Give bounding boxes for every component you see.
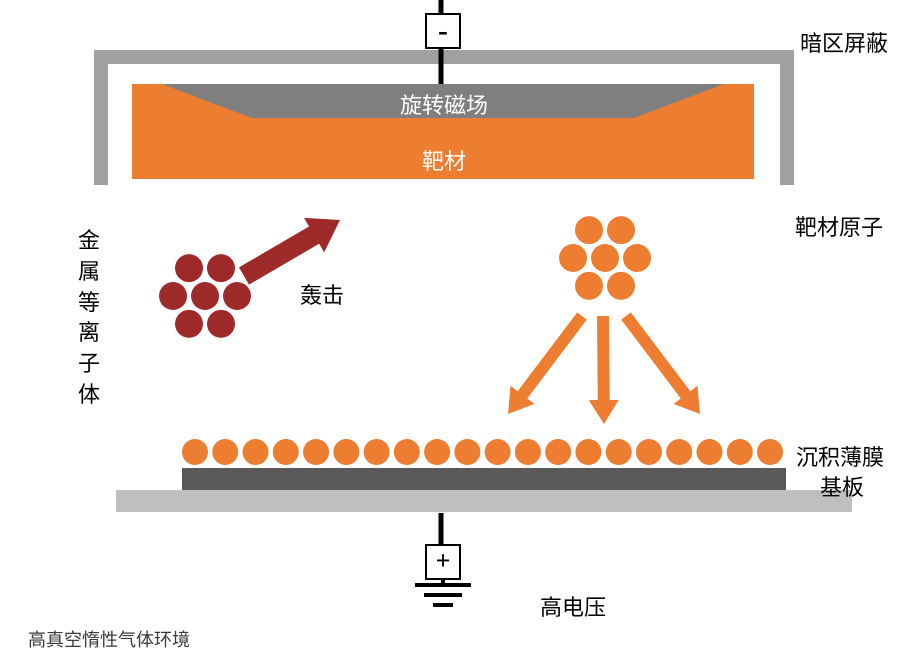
film-atom: [757, 439, 783, 465]
film-atom: [333, 439, 359, 465]
film-atom: [606, 439, 632, 465]
arrow: [508, 312, 587, 414]
substrate-plate: [182, 468, 786, 490]
film-atom: [545, 439, 571, 465]
film-atom: [636, 439, 662, 465]
film-atom: [212, 439, 238, 465]
plasma-ion: [207, 310, 235, 338]
film-atom: [666, 439, 692, 465]
film-atom: [485, 439, 511, 465]
label-dark-shield: 暗区屏蔽: [800, 26, 888, 58]
film-atom: [727, 439, 753, 465]
label-bombardment: 轰击: [300, 278, 344, 310]
plasma-ion: [207, 254, 235, 282]
label-substrate: 基板: [820, 470, 864, 502]
positive-symbol: +: [436, 546, 451, 575]
target-atom: [575, 272, 603, 300]
film-atom: [454, 439, 480, 465]
target-atom: [607, 216, 635, 244]
target-atom: [559, 244, 587, 272]
label-footnote: 高真空惰性气体环境: [28, 626, 190, 652]
target-atom: [575, 216, 603, 244]
target-atom: [623, 244, 651, 272]
target-atom: [591, 244, 619, 272]
label-target-atoms: 靶材原子: [795, 210, 883, 242]
negative-symbol: -: [438, 14, 448, 47]
arrow: [239, 218, 340, 285]
film-atom: [394, 439, 420, 465]
film-atom: [424, 439, 450, 465]
film-atom: [696, 439, 722, 465]
film-atom: [575, 439, 601, 465]
label-metal-plasma: 金属等离子体: [78, 226, 100, 411]
arrow: [621, 312, 700, 414]
label-deposited-film: 沉积薄膜: [796, 440, 884, 472]
base-plate: [116, 490, 852, 512]
label-rotating-field: 旋转磁场: [400, 88, 488, 120]
film-atom: [243, 439, 269, 465]
film-atom: [364, 439, 390, 465]
label-target: 靶材: [422, 144, 466, 176]
target-atom: [607, 272, 635, 300]
plasma-ion: [223, 282, 251, 310]
plasma-ion: [191, 282, 219, 310]
plasma-ion: [159, 282, 187, 310]
plasma-ion: [175, 254, 203, 282]
label-high-voltage: 高电压: [540, 590, 606, 622]
film-atom: [182, 439, 208, 465]
plasma-ion: [175, 310, 203, 338]
film-atom: [303, 439, 329, 465]
film-atom: [515, 439, 541, 465]
film-atom: [273, 439, 299, 465]
arrow: [589, 316, 619, 424]
